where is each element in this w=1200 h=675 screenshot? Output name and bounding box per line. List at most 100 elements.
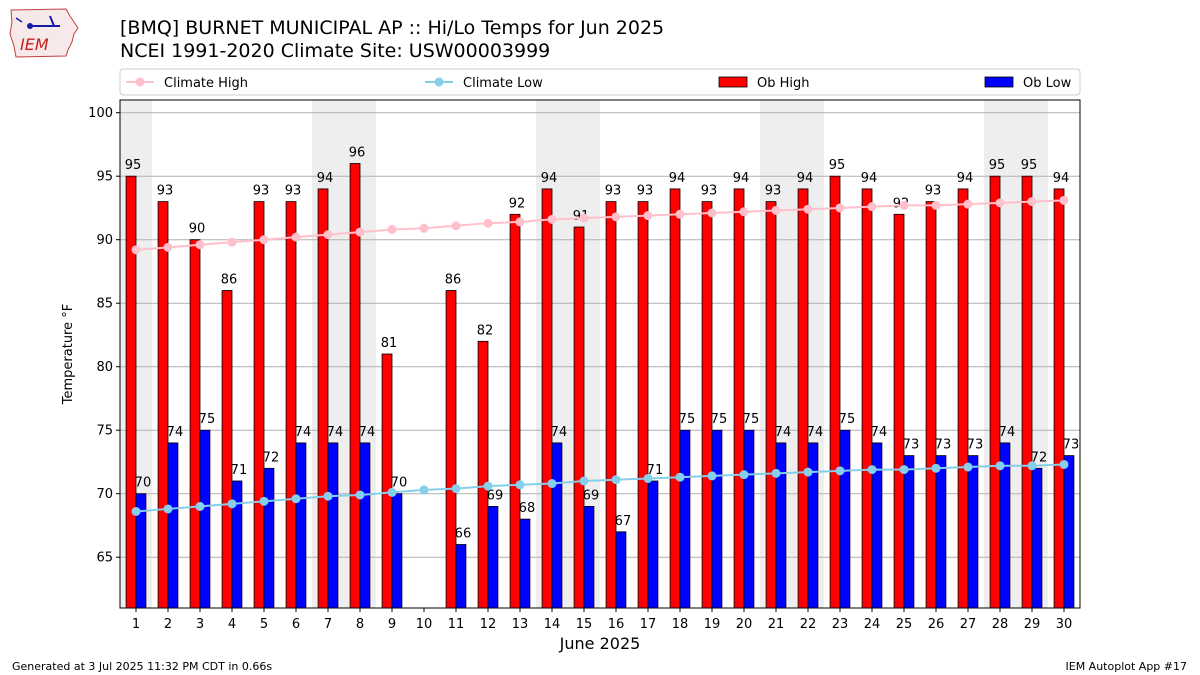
climate-high-point [227,237,237,247]
climate-low-point [483,481,493,491]
climate-low-point [803,467,813,477]
x-tick-label: 29 [1024,617,1041,632]
climate-low-point [227,499,237,509]
ob-high-label: 86 [221,273,238,288]
ob-high-bar [221,290,233,609]
climate-high-point [611,212,621,222]
ob-low-label: 75 [839,412,856,427]
ob-high-label: 94 [797,171,814,186]
ob-high-bar [637,201,649,609]
ob-low-bar [487,505,499,609]
ob-low-label: 66 [455,527,472,542]
ob-high-bar [989,175,1001,609]
climate-high-point [803,204,813,214]
climate-high-point [995,198,1005,208]
ob-high-bar [317,188,329,609]
ob-low-label: 73 [1063,438,1080,453]
ob-high-label: 90 [189,222,206,237]
climate-low-point [835,466,845,476]
climate-low-point [355,490,365,500]
ob-high-label: 96 [349,146,366,161]
iem-logo: IEM [9,8,79,58]
ob-low-label: 70 [135,476,152,491]
ob-high-bar [701,201,713,609]
climate-high-point [867,202,877,212]
ob-low-label: 74 [167,425,184,440]
x-tick-label: 6 [292,617,300,632]
x-tick-label: 7 [324,617,332,632]
climate-low-point [1059,459,1069,469]
ob-high-bar [893,213,905,609]
ob-high-label: 93 [637,184,654,199]
ob-high-bar [253,201,265,609]
climate-low-point [675,472,685,482]
y-tick-label: 80 [96,360,113,375]
ob-low-bar [1063,455,1075,609]
ob-low-label: 71 [647,463,664,478]
climate-high-point [1059,195,1069,205]
climate-high-point [707,208,717,218]
x-tick-label: 22 [800,617,817,632]
ob-low-label: 72 [1031,450,1048,465]
x-axis-label: June 2025 [559,634,641,653]
ob-low-bar [711,429,723,609]
ob-high-bar [1021,175,1033,609]
climate-high-point [163,242,173,252]
ob-high-label: 86 [445,273,462,288]
legend-climate-high-label: Climate High [164,76,248,91]
ob-high-bar [797,188,809,609]
y-tick-label: 90 [96,233,113,248]
climate-low-point [963,462,973,472]
ob-high-label: 94 [541,171,558,186]
x-tick-label: 17 [640,617,657,632]
climate-high-line [135,199,1065,251]
climate-high-point [675,209,685,219]
climate-low-point [387,487,397,497]
climate-high-point [515,217,525,227]
legend-climate-low-marker-dot [434,77,444,87]
x-tick-label: 3 [196,617,204,632]
ob-low-bar [167,442,179,609]
ob-high-bar [541,188,553,609]
ob-high-label: 95 [989,158,1006,173]
ob-low-bar [679,429,691,609]
ob-high-label: 93 [285,184,302,199]
ob-high-bar [669,188,681,609]
ob-high-label: 94 [957,171,974,186]
x-tick-label: 18 [672,617,689,632]
logo-text: IEM [20,35,49,54]
climate-high-point [419,223,429,233]
legend-box [119,68,1081,96]
x-tick-label: 10 [416,617,433,632]
x-tick-label: 24 [864,617,881,632]
ob-low-bar [263,467,275,609]
climate-high-point [451,221,461,231]
ob-low-label: 74 [807,425,824,440]
climate-low-point [739,470,749,480]
y-tick-label: 100 [88,106,113,121]
x-tick-label: 11 [448,617,465,632]
ob-high-label: 95 [125,158,142,173]
ob-high-bar [285,201,297,609]
ob-low-bar [199,429,211,609]
ob-high-bar [733,188,745,609]
x-tick-label: 4 [228,617,236,632]
x-tick-label: 2 [164,617,172,632]
y-tick-label: 75 [96,424,113,439]
x-tick-label: 30 [1056,617,1073,632]
ob-low-bar [359,442,371,609]
ob-high-bar [477,340,489,609]
ob-low-label: 74 [295,425,312,440]
ob-high-bar [925,201,937,609]
ob-low-bar [455,544,467,609]
ob-high-bar [765,201,777,609]
climate-high-point [387,225,397,235]
y-tick-label: 85 [96,297,113,312]
climate-high-point [579,213,589,223]
ob-high-label: 94 [317,171,334,186]
ob-low-bar [903,455,915,609]
ob-low-label: 74 [871,425,888,440]
x-tick-label: 15 [576,617,593,632]
ob-high-bar [573,226,585,609]
